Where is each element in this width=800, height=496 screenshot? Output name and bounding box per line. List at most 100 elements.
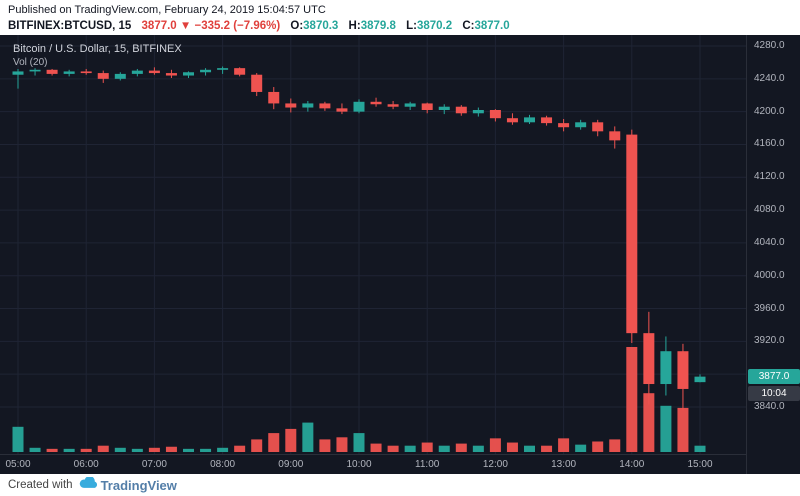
created-with-label: Created with <box>8 479 73 491</box>
candle-body <box>46 69 58 74</box>
volume-bar <box>302 422 314 452</box>
candle-body <box>268 91 280 104</box>
price-change-text: ▼ −335.2 (−7.96%) <box>179 20 281 32</box>
volume-bar <box>319 439 331 452</box>
volume-bar <box>217 447 229 452</box>
candle-body <box>217 68 229 70</box>
volume-bar <box>183 448 194 452</box>
ohlc-low: L:3870.2 <box>406 20 453 32</box>
time-axis-label: 14:00 <box>619 459 645 470</box>
volume-bar <box>12 426 24 452</box>
price-axis-label: 4240.0 <box>754 72 785 84</box>
volume-bar <box>63 448 75 452</box>
legend-title: Bitcoin / U.S. Dollar, 15, BITFINEX <box>13 43 182 55</box>
chart-container[interactable]: Bitcoin / U.S. Dollar, 15, BITFINEX Vol … <box>0 35 800 474</box>
volume-bar <box>643 393 655 452</box>
volume-bar <box>609 439 621 452</box>
candle-body <box>387 104 399 107</box>
time-axis-label: 05:00 <box>5 459 31 470</box>
volume-bar <box>165 446 177 452</box>
candle-body <box>234 68 246 75</box>
header: Published on TradingView.com, February 2… <box>0 0 800 35</box>
ohlc-open: O:3870.3 <box>290 20 339 32</box>
time-axis-label: 11:00 <box>415 459 440 470</box>
price-axis-label: 3960.0 <box>754 302 785 314</box>
candle-body <box>353 101 365 112</box>
candle-body <box>524 117 535 123</box>
candle-body <box>592 122 604 132</box>
volume-bar <box>29 447 41 452</box>
candle-body <box>302 103 314 108</box>
price-axis-label: 4160.0 <box>754 138 785 150</box>
volume-bar <box>80 448 92 452</box>
footer: Created with TradingView <box>0 474 800 496</box>
candle-body <box>506 118 518 123</box>
time-axis-label: 07:00 <box>141 459 167 470</box>
time-axis-label: 10:00 <box>346 459 372 470</box>
candle-body <box>165 73 177 76</box>
volume-bar <box>46 448 58 452</box>
candle-body <box>677 351 689 389</box>
published-line: Published on TradingView.com, February 2… <box>8 4 326 16</box>
candle-body <box>148 70 160 74</box>
volume-bar <box>387 445 399 452</box>
time-axis[interactable]: 05:00 06:00 07:00 08:00 09:00 10:00 11:00 12:00… <box>0 454 746 474</box>
candle-body <box>575 122 587 128</box>
volume-bar <box>626 347 638 452</box>
volume-bar <box>370 443 382 452</box>
volume-bar <box>677 407 689 452</box>
volume-bar <box>541 445 553 452</box>
volume-bar <box>200 448 212 452</box>
volume-bar <box>592 441 604 452</box>
time-axis-label: 08:00 <box>210 459 236 470</box>
time-axis-label: 15:00 <box>687 459 713 470</box>
candlestick-plot[interactable] <box>0 35 746 454</box>
candle-body <box>336 108 348 112</box>
volume-bar <box>114 447 126 452</box>
candle-body <box>404 103 416 107</box>
candle-body <box>97 73 109 79</box>
volume-bar <box>285 428 297 452</box>
volume-bar <box>506 442 518 452</box>
time-axis-label: 09:00 <box>278 459 304 470</box>
symbol-line: BITFINEX:BTCUSD, 15 3877.0 ▼ −335.2 (−7.… <box>8 18 792 34</box>
tradingview-cloud-icon <box>79 476 97 494</box>
candle-body <box>694 376 706 383</box>
price-axis-label: 4120.0 <box>754 171 785 183</box>
volume-bar <box>404 445 416 452</box>
candle-body <box>80 71 92 74</box>
candle-body <box>609 131 621 141</box>
last-price-badge: 3877.0 <box>748 368 800 384</box>
candle-body <box>131 70 143 74</box>
candle-body <box>251 74 263 92</box>
time-axis-label: 12:00 <box>482 459 508 470</box>
volume-bar <box>131 448 143 452</box>
countdown-badge: 10:04 <box>748 385 800 401</box>
legend-volume: Vol (20) <box>13 57 48 68</box>
candle-body <box>421 103 433 110</box>
volume-bar <box>268 433 280 452</box>
last-price-text: 3877.0 <box>141 20 177 32</box>
price-axis[interactable]: 3877.0 10:04 4280.0 4240.0 4200.0 4160.0 412… <box>746 35 800 474</box>
candle-body <box>660 351 672 385</box>
candle-body <box>643 333 655 385</box>
price-axis-label: 4000.0 <box>754 269 785 281</box>
volume-bar <box>438 445 450 452</box>
candle-body <box>12 71 24 75</box>
candle-body <box>438 106 450 110</box>
price-axis-label: 4200.0 <box>754 105 785 117</box>
candle-body <box>183 72 194 76</box>
volume-bar <box>524 445 535 452</box>
candle-body <box>472 109 484 114</box>
tradingview-brand-link[interactable]: TradingView <box>100 477 177 493</box>
volume-bar <box>660 405 672 452</box>
volume-bar <box>353 433 365 452</box>
time-axis-label: 13:00 <box>551 459 577 470</box>
candle-body <box>370 101 382 105</box>
candle-body <box>29 69 41 72</box>
price-axis-label: 4280.0 <box>754 40 785 51</box>
volume-bar <box>97 445 109 452</box>
candle-body <box>285 103 297 108</box>
ohlc-close: C:3877.0 <box>462 20 510 32</box>
